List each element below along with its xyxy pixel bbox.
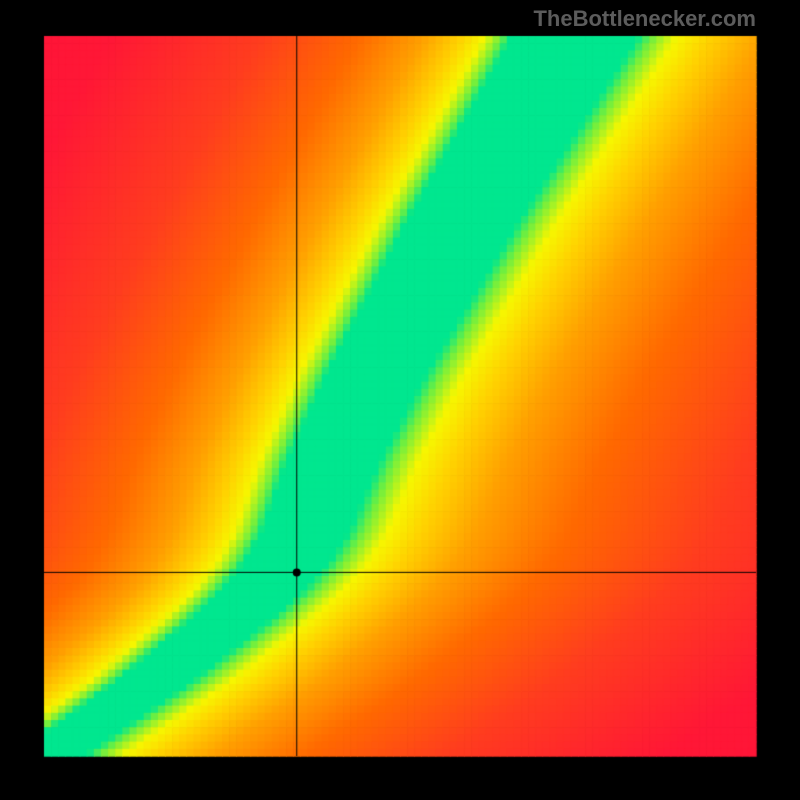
chart-container: { "image": { "width": 800, "height": 800…	[0, 0, 800, 800]
heatmap-canvas	[0, 0, 800, 800]
watermark-text: TheBottlenecker.com	[533, 6, 756, 32]
